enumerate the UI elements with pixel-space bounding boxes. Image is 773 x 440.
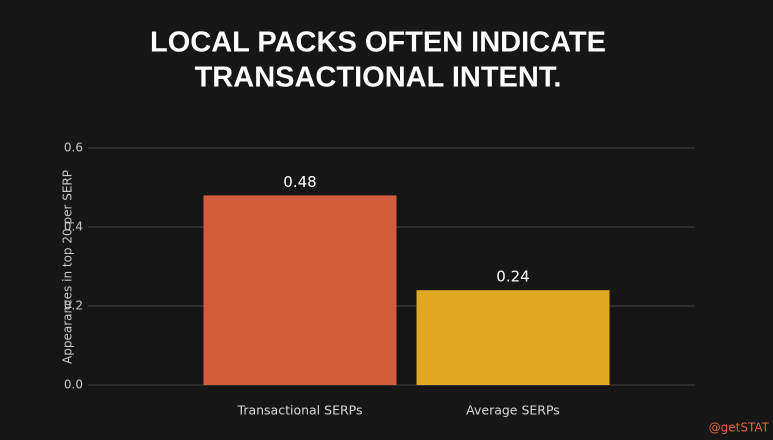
y-axis-label: Appearances in top 20 per SERP bbox=[61, 170, 75, 364]
value-label: 0.48 bbox=[283, 173, 316, 191]
x-tick-label: Average SERPs bbox=[466, 403, 560, 418]
y-tick-label: 0.2 bbox=[64, 299, 83, 313]
y-tick-label: 0.6 bbox=[64, 141, 83, 155]
bar bbox=[416, 290, 610, 385]
x-tick-label: Transactional SERPs bbox=[237, 403, 363, 418]
y-tick-label: 0.4 bbox=[64, 220, 83, 234]
y-tick-label: 0.0 bbox=[64, 378, 83, 392]
bar bbox=[203, 195, 397, 385]
chart-title: TRANSACTIONAL INTENT. bbox=[195, 62, 562, 94]
chart-title: LOCAL PACKS OFTEN INDICATE bbox=[150, 27, 606, 59]
value-label: 0.24 bbox=[496, 268, 529, 286]
credit: @getSTAT bbox=[709, 421, 770, 435]
